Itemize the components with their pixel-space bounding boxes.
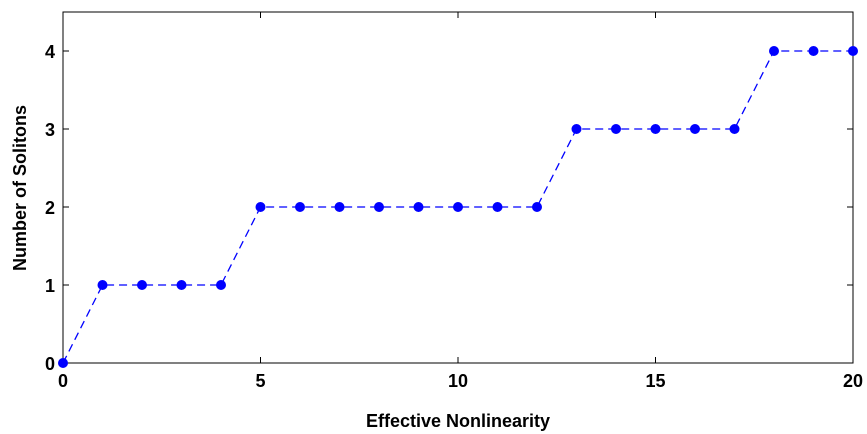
x-tick-label: 0 bbox=[58, 371, 68, 391]
data-point bbox=[769, 46, 779, 56]
x-axis-label: Effective Nonlinearity bbox=[366, 411, 550, 431]
x-tick-label: 20 bbox=[843, 371, 863, 391]
plot-border bbox=[62, 11, 854, 364]
data-point bbox=[453, 202, 463, 212]
data-point bbox=[611, 124, 621, 134]
data-point bbox=[374, 202, 384, 212]
data-point bbox=[848, 46, 858, 56]
data-point bbox=[808, 46, 819, 56]
data-point bbox=[413, 202, 424, 212]
data-point bbox=[334, 202, 345, 212]
y-tick-label: 2 bbox=[45, 198, 55, 218]
x-tick-label: 10 bbox=[448, 371, 468, 391]
series-layer bbox=[58, 46, 858, 368]
tick-labels: 0 5 10 15 20 0 1 2 3 4 bbox=[45, 42, 863, 391]
data-point bbox=[690, 124, 700, 134]
data-point bbox=[492, 202, 503, 212]
data-point bbox=[650, 124, 661, 134]
x-tick-label: 15 bbox=[645, 371, 665, 391]
data-point bbox=[58, 358, 68, 368]
y-axis-label: Number of Solitons bbox=[10, 105, 30, 271]
data-point bbox=[571, 124, 582, 134]
data-point bbox=[295, 202, 305, 212]
data-point bbox=[255, 202, 266, 212]
data-point bbox=[137, 280, 147, 290]
plot-area bbox=[62, 11, 854, 364]
y-tick-label: 3 bbox=[45, 120, 55, 140]
y-tick-label: 4 bbox=[45, 42, 55, 62]
data-point bbox=[97, 280, 108, 290]
data-point bbox=[532, 202, 542, 212]
data-point bbox=[176, 280, 187, 290]
y-tick-label: 1 bbox=[45, 276, 55, 296]
data-point bbox=[729, 124, 740, 134]
y-tick-label: 0 bbox=[45, 354, 55, 374]
x-tick-label: 5 bbox=[255, 371, 265, 391]
data-point bbox=[216, 280, 226, 290]
